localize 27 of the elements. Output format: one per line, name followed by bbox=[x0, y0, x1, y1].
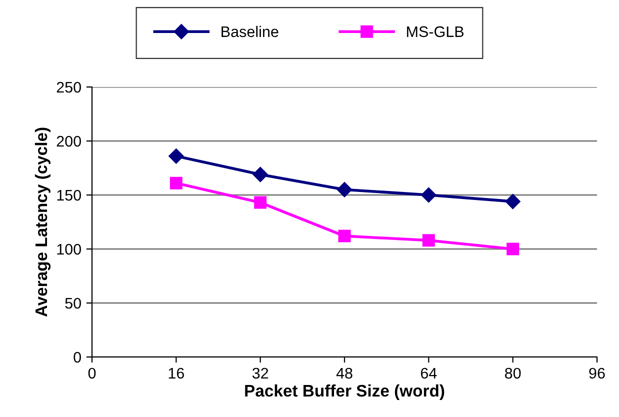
y-tick-label: 0 bbox=[74, 352, 81, 363]
y-tick-label: 150 bbox=[57, 190, 81, 201]
y-tick-label: 250 bbox=[56, 82, 81, 93]
y-tick-label: 50 bbox=[65, 298, 81, 309]
x-tick-label: 16 bbox=[168, 368, 184, 379]
point bbox=[252, 166, 268, 182]
point bbox=[168, 148, 184, 164]
point bbox=[422, 234, 435, 247]
x-tick-label: 80 bbox=[505, 368, 521, 379]
point bbox=[254, 196, 267, 209]
x-tick-label: 0 bbox=[88, 368, 96, 379]
point bbox=[505, 194, 520, 210]
point bbox=[336, 182, 352, 198]
x-tick-label: 96 bbox=[589, 368, 605, 379]
legend-label: Baseline bbox=[222, 26, 278, 38]
y-tick-label: 200 bbox=[56, 136, 81, 147]
x-tick-label: 48 bbox=[336, 368, 352, 379]
y-tick-label: 100 bbox=[57, 244, 81, 255]
point bbox=[170, 176, 182, 190]
y-axis-title: Average Latency (cycle) bbox=[34, 128, 51, 317]
legend-label: MS-GLB bbox=[407, 26, 464, 38]
point bbox=[338, 230, 351, 242]
x-axis-title: Packet Buffer Size (word) bbox=[245, 384, 444, 400]
x-tick-label: 32 bbox=[252, 368, 268, 379]
x-tick-label: 64 bbox=[420, 368, 437, 379]
point bbox=[506, 242, 520, 256]
point bbox=[421, 187, 436, 203]
